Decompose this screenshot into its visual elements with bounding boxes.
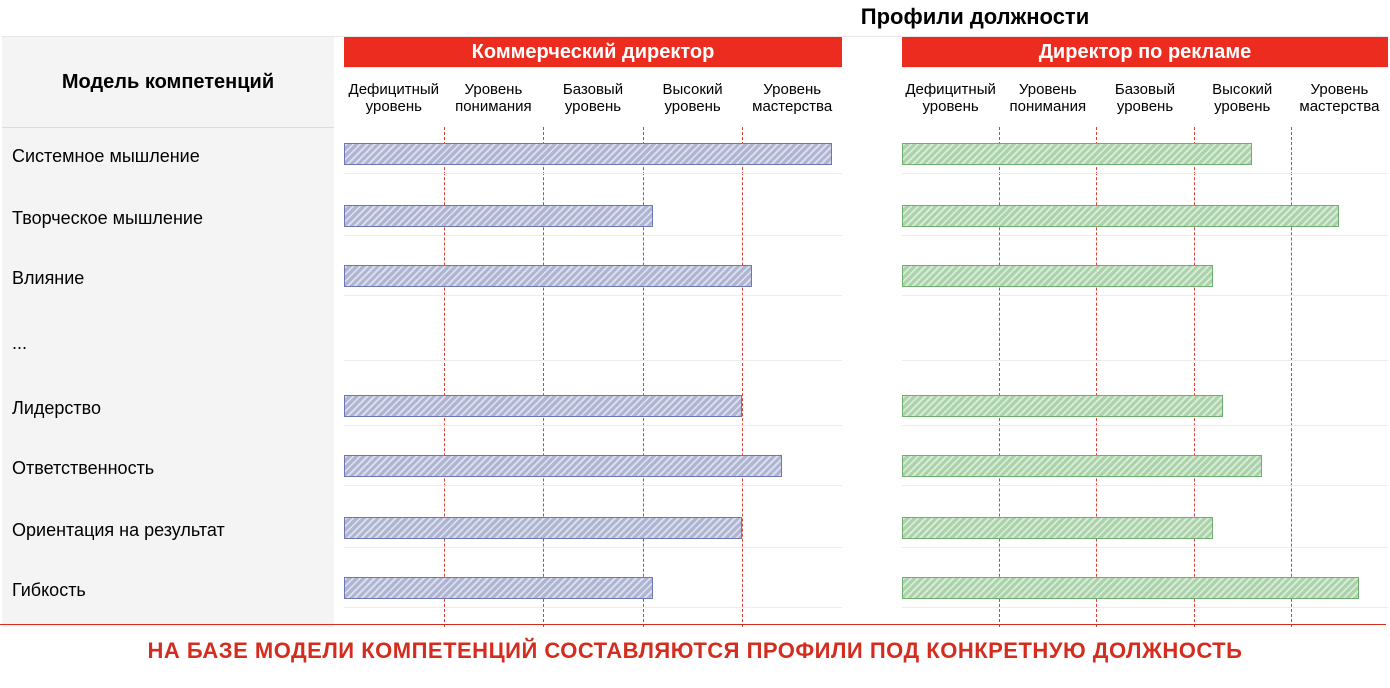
competency-table: Модель компетенций Системное мышление Тво… <box>2 36 1388 627</box>
level-header-line: Уровень <box>465 81 523 98</box>
level-header-row: ДефицитныйуровеньУровеньпониманияБазовый… <box>902 67 1388 127</box>
level-header-line: понимания <box>1010 98 1087 115</box>
level-header-line: Уровень <box>1019 81 1077 98</box>
competency-row-label: Ориентация на результат <box>12 520 225 541</box>
row-separator <box>344 235 842 236</box>
level-header-line: Высокий <box>663 81 723 98</box>
competency-column: Модель компетенций Системное мышление Тво… <box>2 37 334 627</box>
level-header-line: Дефицитный <box>349 81 440 98</box>
competency-bar <box>902 517 1213 539</box>
page-root: Профили должности Модель компетенций Сис… <box>0 0 1390 688</box>
footer-text: НА БАЗЕ МОДЕЛИ КОМПЕТЕНЦИЙ СОСТАВЛЯЮТСЯ … <box>0 638 1390 664</box>
row-separator <box>344 173 842 174</box>
competency-bar <box>344 265 752 287</box>
competency-bar <box>902 455 1262 477</box>
level-header-cell: Высокийуровень <box>643 67 743 127</box>
competency-bar <box>902 143 1252 165</box>
level-gridline <box>643 127 644 627</box>
row-separator <box>344 607 842 608</box>
competency-row-label: Ответственность <box>12 458 154 479</box>
bar-area <box>344 127 842 627</box>
profile-header: Директор по рекламе <box>902 37 1388 67</box>
competency-bar <box>344 455 782 477</box>
competency-row-label: Гибкость <box>12 580 86 601</box>
level-gridline <box>444 127 445 627</box>
row-separator <box>344 295 842 296</box>
row-separator <box>902 425 1388 426</box>
row-separator <box>344 547 842 548</box>
level-header-line: Базовый <box>1115 81 1175 98</box>
level-header-cell: Уровеньпонимания <box>999 67 1096 127</box>
level-gridline <box>742 127 743 627</box>
row-separator <box>344 485 842 486</box>
level-header-line: мастерства <box>752 98 832 115</box>
level-header-line: Дефицитный <box>905 81 996 98</box>
competency-bar <box>344 577 653 599</box>
level-header-line: уровень <box>565 98 621 115</box>
competency-bar <box>344 517 742 539</box>
competency-row-label: Лидерство <box>12 398 101 419</box>
bar-area <box>902 127 1388 627</box>
level-header-line: Базовый <box>563 81 623 98</box>
level-header-cell: Уровеньпонимания <box>444 67 544 127</box>
level-header-line: Уровень <box>763 81 821 98</box>
profile-commercial_director: Коммерческий директорДефицитныйуровеньУр… <box>344 37 842 627</box>
level-header-line: уровень <box>664 98 720 115</box>
level-header-cell: Базовыйуровень <box>543 67 643 127</box>
level-header-cell: Высокийуровень <box>1194 67 1291 127</box>
row-separator <box>902 607 1388 608</box>
level-header-line: уровень <box>1214 98 1270 115</box>
level-header-cell: Дефицитныйуровень <box>344 67 444 127</box>
level-header-cell: Базовыйуровень <box>1096 67 1193 127</box>
level-header-cell: Дефицитныйуровень <box>902 67 999 127</box>
profiles-area: Коммерческий директорДефицитныйуровеньУр… <box>334 37 1388 627</box>
level-gridline <box>1291 127 1292 627</box>
competency-row-label: ... <box>12 333 27 354</box>
level-header-line: мастерства <box>1299 98 1379 115</box>
level-header-line: уровень <box>922 98 978 115</box>
page-title: Профили должности <box>0 0 1390 36</box>
level-gridline <box>543 127 544 627</box>
level-header-cell: Уровеньмастерства <box>742 67 842 127</box>
level-gridline <box>999 127 1000 627</box>
competency-bar <box>344 143 832 165</box>
level-header-line: Уровень <box>1311 81 1369 98</box>
row-separator <box>902 173 1388 174</box>
profile-header: Коммерческий директор <box>344 37 842 67</box>
competency-bar <box>902 395 1223 417</box>
level-header-line: уровень <box>366 98 422 115</box>
competency-bar <box>344 205 653 227</box>
level-header-line: понимания <box>455 98 532 115</box>
row-separator <box>902 295 1388 296</box>
profile-ad_director: Директор по рекламеДефицитныйуровеньУров… <box>902 37 1388 627</box>
competency-bar <box>344 395 742 417</box>
row-separator <box>902 547 1388 548</box>
competency-column-header: Модель компетенций <box>2 37 334 128</box>
competency-bar <box>902 265 1213 287</box>
competency-bar <box>902 577 1359 599</box>
competency-row-label: Творческое мышление <box>12 208 203 229</box>
row-separator <box>902 360 1388 361</box>
competency-bar <box>902 205 1339 227</box>
competency-row-label: Системное мышление <box>12 146 200 167</box>
level-gridline <box>1096 127 1097 627</box>
level-header-cell: Уровеньмастерства <box>1291 67 1388 127</box>
level-header-row: ДефицитныйуровеньУровеньпониманияБазовый… <box>344 67 842 127</box>
level-header-line: Высокий <box>1212 81 1272 98</box>
row-separator <box>902 235 1388 236</box>
competency-row-label: Влияние <box>12 268 84 289</box>
row-separator <box>344 360 842 361</box>
row-separator <box>902 485 1388 486</box>
bottom-rule <box>0 624 1386 625</box>
row-separator <box>344 425 842 426</box>
level-gridline <box>1194 127 1195 627</box>
level-header-line: уровень <box>1117 98 1173 115</box>
